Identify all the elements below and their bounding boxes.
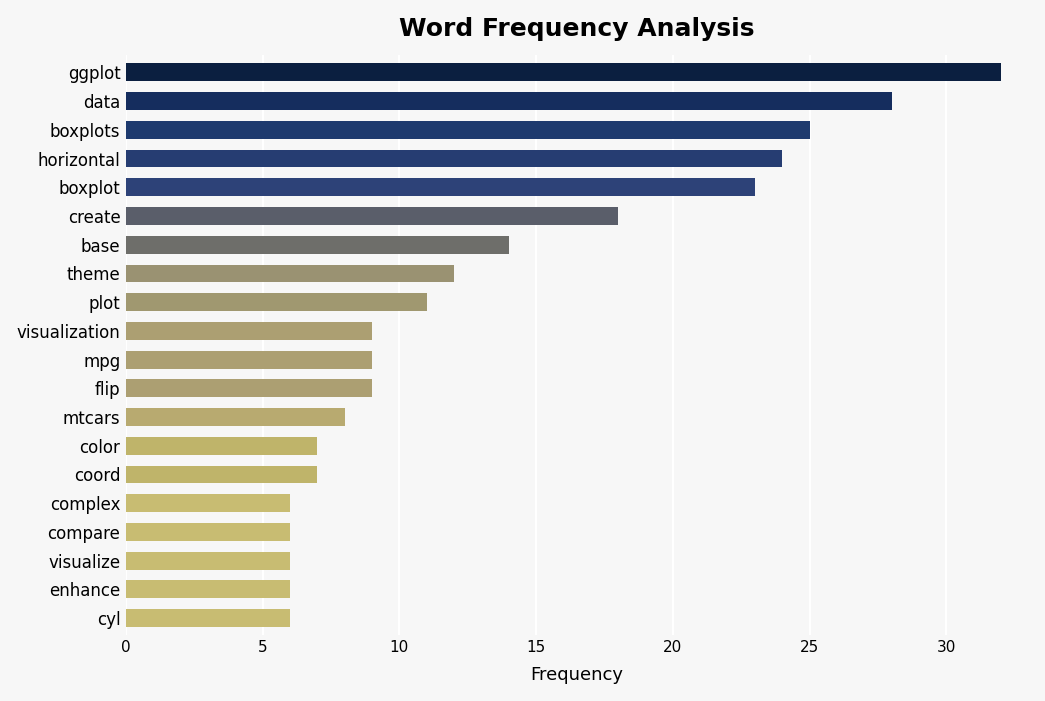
Title: Word Frequency Analysis: Word Frequency Analysis xyxy=(399,17,754,41)
Bar xyxy=(126,178,754,196)
Bar xyxy=(126,264,455,283)
Bar xyxy=(126,149,783,168)
X-axis label: Frequency: Frequency xyxy=(531,667,624,684)
Bar xyxy=(126,322,372,340)
Bar xyxy=(126,494,291,512)
Bar xyxy=(126,236,509,254)
Bar xyxy=(126,465,318,484)
Bar xyxy=(126,379,372,397)
Bar xyxy=(126,437,318,455)
Bar xyxy=(126,523,291,541)
Bar xyxy=(126,350,372,369)
Bar xyxy=(126,64,1001,81)
Bar xyxy=(126,552,291,570)
Bar xyxy=(126,121,810,139)
Bar xyxy=(126,580,291,599)
Bar xyxy=(126,408,345,426)
Bar xyxy=(126,92,891,110)
Bar xyxy=(126,207,619,225)
Bar xyxy=(126,293,426,311)
Bar xyxy=(126,609,291,627)
